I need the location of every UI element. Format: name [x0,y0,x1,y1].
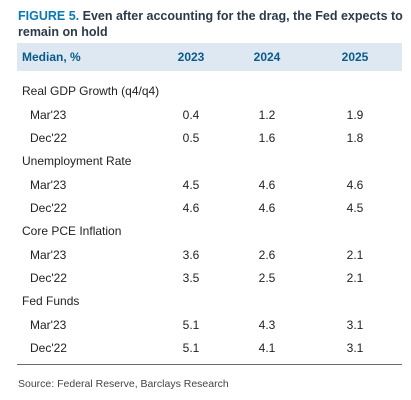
table-header [17,43,402,71]
row-label: Dec'22 [30,341,67,355]
row-label: Mar'23 [30,108,67,122]
section-label: Real GDP Growth (q4/q4) [22,84,160,98]
figure-label: FIGURE 5. [18,9,80,23]
column-header-2025: 2025 [341,50,369,64]
section-label: Unemployment Rate [22,154,132,168]
table-cell: 1.2 [258,108,276,122]
column-header-2024: 2024 [253,50,281,64]
table-cell: 4.6 [182,201,200,215]
header-label: Median, % [22,50,81,64]
table-cell: 1.6 [258,131,276,145]
table-cell: 4.5 [346,201,364,215]
row-label: Mar'23 [30,318,67,332]
figure-title-text: Even after accounting for the drag, the … [18,9,403,39]
table-cell: 1.9 [346,108,364,122]
table-cell: 0.4 [182,108,200,122]
table-cell: 4.5 [182,178,200,192]
table-cell: 3.5 [182,271,200,285]
table-cell: 4.6 [258,178,276,192]
table-cell: 3.1 [346,318,364,332]
row-label: Mar'23 [30,248,67,262]
column-header-2023: 2023 [177,50,205,64]
table-cell: 3.6 [182,248,200,262]
table-cell: 2.6 [258,248,276,262]
table-cell: 4.3 [258,318,276,332]
table-cell: 2.5 [258,271,276,285]
table-cell: 4.1 [258,341,276,355]
table-cell: 3.1 [346,341,364,355]
figure-title: FIGURE 5. Even after accounting for the … [18,8,403,40]
table-cell: 2.1 [346,271,364,285]
table-cell: 2.1 [346,248,364,262]
table-cell: 1.8 [346,131,364,145]
table-bottom-rule [17,364,402,365]
table-cell: 5.1 [182,318,200,332]
table-cell: 0.5 [182,131,200,145]
row-label: Mar'23 [30,178,67,192]
section-label: Core PCE Inflation [22,224,122,238]
table-cell: 5.1 [182,341,200,355]
table-cell: 4.6 [346,178,364,192]
source-note: Source: Federal Reserve, Barclays Resear… [18,378,229,390]
section-label: Fed Funds [22,294,80,308]
row-label: Dec'22 [30,271,67,285]
table-cell: 4.6 [258,201,276,215]
row-label: Dec'22 [30,131,67,145]
row-label: Dec'22 [30,201,67,215]
